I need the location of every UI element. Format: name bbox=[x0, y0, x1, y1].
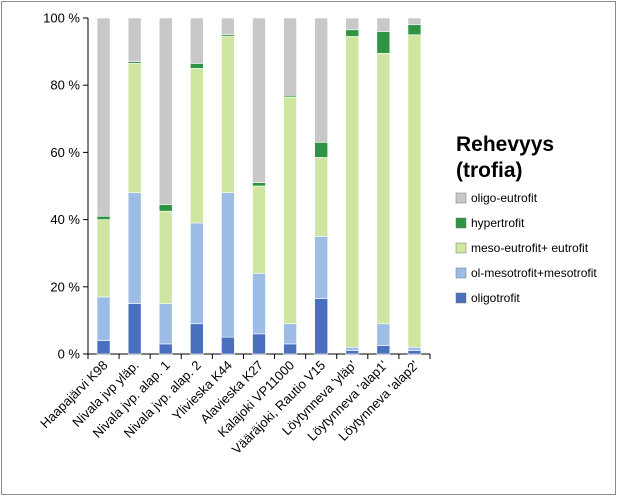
bar-segment-hypertrofit bbox=[96, 215, 111, 220]
y-axis: 0 % 20 % 40 % 60 % 80 % 100 % bbox=[43, 11, 431, 362]
bar-segment-hypertrofit bbox=[407, 24, 422, 36]
bar-segment-hypertrofit bbox=[190, 63, 204, 69]
bar-segment-oligo-eutrofit bbox=[252, 17, 266, 183]
y-tick-label: 80 % bbox=[50, 78, 80, 93]
bar-segment-ol-mesotrofit-mesotrofit bbox=[407, 346, 422, 351]
bar-segment-meso-eutrofit-eutrofit bbox=[127, 63, 142, 194]
legend-title-line1: Rehevyys bbox=[456, 133, 554, 156]
y-tick-label: 0 % bbox=[58, 347, 81, 362]
bar-segment-ol-mesotrofit-mesotrofit bbox=[190, 222, 204, 325]
bar-segment-oligo-eutrofit bbox=[96, 17, 111, 217]
bar-segment-hypertrofit bbox=[314, 142, 328, 158]
legend-label: hypertrofit bbox=[471, 216, 525, 230]
bar-segment-meso-eutrofit-eutrofit bbox=[96, 219, 111, 298]
bar-segment-meso-eutrofit-eutrofit bbox=[283, 96, 297, 325]
bar-segment-oligotrofit bbox=[345, 350, 360, 355]
bar-segment-hypertrofit bbox=[252, 182, 266, 187]
bar-segment-hypertrofit bbox=[345, 29, 360, 37]
bar-segment-ol-mesotrofit-mesotrofit bbox=[158, 303, 173, 345]
y-tick-label: 100 % bbox=[43, 11, 80, 26]
legend-swatch bbox=[455, 217, 467, 229]
bar-segment-meso-eutrofit-eutrofit bbox=[314, 157, 328, 237]
bar-segment-meso-eutrofit-eutrofit bbox=[252, 185, 266, 274]
bar-segment-oligo-eutrofit bbox=[127, 17, 142, 62]
bar-segment-ol-mesotrofit-mesotrofit bbox=[127, 192, 142, 304]
bar-segment-meso-eutrofit-eutrofit bbox=[221, 36, 235, 194]
bar-segment-meso-eutrofit-eutrofit bbox=[407, 34, 422, 348]
legend-title-line2: (trofia) bbox=[456, 159, 523, 182]
bar-segment-meso-eutrofit-eutrofit bbox=[376, 52, 391, 325]
bar-segment-oligotrofit bbox=[376, 345, 391, 355]
bar-segment-oligotrofit bbox=[127, 303, 142, 355]
legend-label: meso-eutrofit+ eutrofit bbox=[471, 241, 589, 255]
y-tick-label: 40 % bbox=[50, 212, 80, 227]
bar-segment-ol-mesotrofit-mesotrofit bbox=[376, 323, 391, 346]
bar-segment-oligo-eutrofit bbox=[345, 17, 360, 31]
bars bbox=[96, 17, 422, 355]
bar-segment-ol-mesotrofit-mesotrofit bbox=[221, 192, 235, 338]
legend-swatch bbox=[455, 267, 467, 279]
legend-label: ol-mesotrofit+mesotrofit bbox=[471, 266, 597, 280]
legend-swatch bbox=[455, 292, 467, 304]
bar-segment-hypertrofit bbox=[376, 31, 391, 54]
bar-segment-oligotrofit bbox=[283, 343, 297, 355]
bar-segment-oligotrofit bbox=[407, 350, 422, 355]
legend: Rehevyys (trofia) oligo-eutrofit hypertro… bbox=[455, 133, 597, 305]
legend-label: oligo-eutrofit bbox=[471, 191, 538, 205]
bar-segment-oligotrofit bbox=[221, 336, 235, 355]
bar-segment-oligotrofit bbox=[314, 298, 328, 355]
bar-segment-oligo-eutrofit bbox=[376, 17, 391, 32]
bar-segment-ol-mesotrofit-mesotrofit bbox=[96, 296, 111, 341]
bar-segment-oligotrofit bbox=[252, 333, 266, 355]
bar-segment-oligotrofit bbox=[96, 340, 111, 355]
bar-segment-meso-eutrofit-eutrofit bbox=[345, 36, 360, 348]
bar-segment-ol-mesotrofit-mesotrofit bbox=[345, 346, 360, 351]
legend-swatch bbox=[455, 192, 467, 204]
bar-segment-ol-mesotrofit-mesotrofit bbox=[252, 273, 266, 335]
bar-segment-oligo-eutrofit bbox=[221, 17, 235, 36]
bar-segment-oligo-eutrofit bbox=[407, 17, 422, 26]
bar-segment-oligotrofit bbox=[158, 343, 173, 355]
y-tick-label: 60 % bbox=[50, 145, 80, 160]
legend-swatch bbox=[455, 242, 467, 254]
bar-segment-oligo-eutrofit bbox=[314, 17, 328, 143]
legend-label: oligotrofit bbox=[471, 291, 520, 305]
bar-segment-meso-eutrofit-eutrofit bbox=[190, 68, 204, 224]
bar-segment-meso-eutrofit-eutrofit bbox=[158, 210, 173, 304]
bar-segment-oligotrofit bbox=[190, 323, 204, 355]
bar-segment-oligo-eutrofit bbox=[158, 17, 173, 205]
bar-segment-ol-mesotrofit-mesotrofit bbox=[283, 323, 297, 345]
bar-segment-oligo-eutrofit bbox=[283, 17, 297, 96]
y-tick-label: 20 % bbox=[50, 279, 80, 294]
bar-segment-ol-mesotrofit-mesotrofit bbox=[314, 236, 328, 299]
bar-segment-oligo-eutrofit bbox=[190, 17, 204, 64]
bar-segment-hypertrofit bbox=[158, 204, 173, 212]
